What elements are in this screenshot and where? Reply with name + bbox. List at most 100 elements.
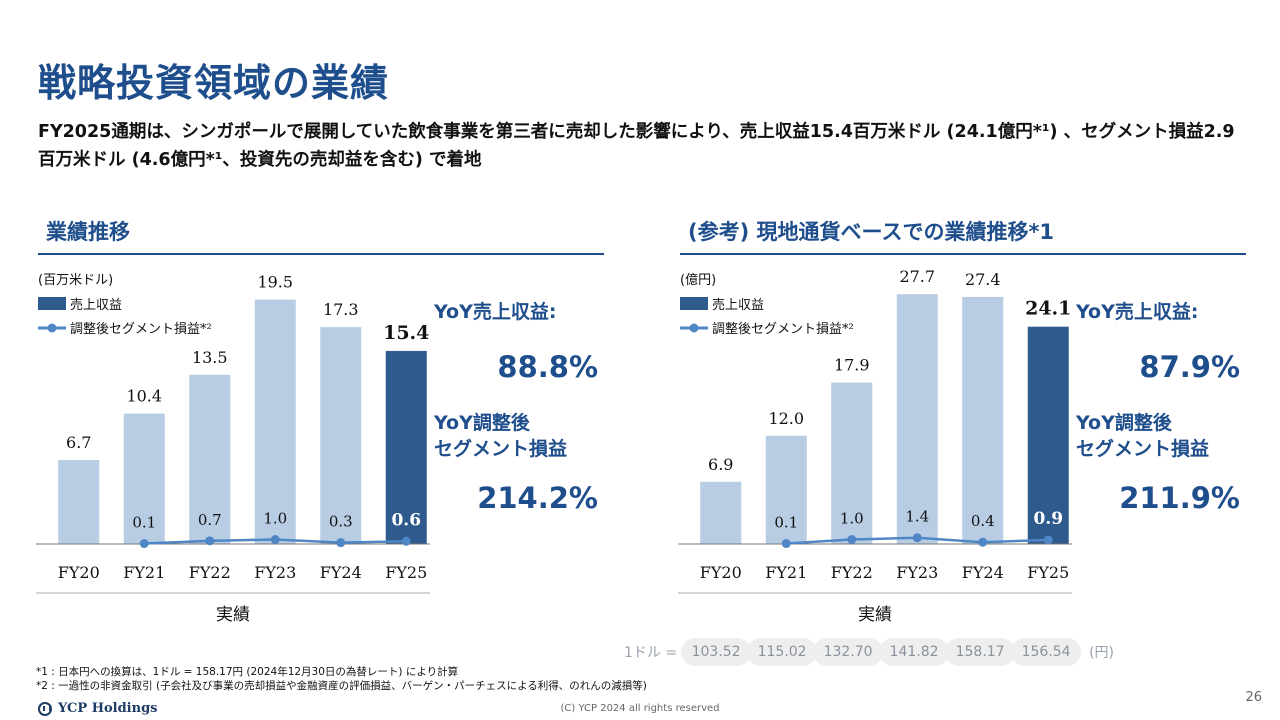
kpi-left-segment-label-line1: YoY調整後 [434, 412, 530, 434]
footnote-2: *2 : 一過性の非資金取引 (子会社及び事業の売却損益や金融資産の評価損益、バ… [36, 680, 647, 692]
jpy-legend-bar-swatch [680, 297, 708, 310]
section-title-performance: 業績推移 [46, 220, 130, 244]
page-title: 戦略投資領域の業績 [38, 61, 390, 105]
jpy-bar-label-fy22: 17.9 [834, 356, 870, 375]
kpi-right-segment-value: 211.9% [1119, 481, 1240, 515]
kpi-right-segment-label-line2: セグメント損益 [1076, 438, 1210, 460]
usd-tick-fy22: FY22 [189, 563, 231, 582]
jpy-legend-bar-label: 売上収益 [712, 297, 764, 313]
usd-bar-label-fy25: 15.4 [383, 322, 429, 344]
jpy-tick-fy23: FY23 [896, 563, 938, 582]
usd-bar-label-fy23: 19.5 [257, 273, 293, 292]
usd-bar-label-fy22: 13.5 [192, 348, 228, 367]
usd-tick-fy21: FY21 [123, 563, 165, 582]
footnote-1: *1 : 日本円への換算は、1ドル = 158.17円 (2024年12月30日… [36, 666, 459, 678]
usd-bar-fy24 [320, 327, 362, 544]
jpy-line-point-fy24 [978, 537, 988, 547]
jpy-line-label-fy25: 0.9 [1033, 509, 1063, 529]
kpi-left-segment-label: YoY調整後 セグメント損益 [434, 410, 567, 462]
fx-rate-fy21: 115.02 [747, 638, 818, 666]
kpi-left-revenue-value: 88.8% [497, 350, 598, 384]
jpy-xlabel: 実績 [858, 605, 892, 625]
section-rule-right [680, 253, 1246, 255]
jpy-line-label-fy21: 0.1 [774, 514, 798, 532]
jpy-bar-fy20 [700, 481, 742, 544]
usd-bar-label-fy21: 10.4 [126, 387, 162, 406]
jpy-bar-label-fy21: 12.0 [768, 409, 804, 428]
usd-bar-label-fy24: 17.3 [323, 300, 359, 319]
jpy-bar-label-fy23: 27.7 [899, 267, 935, 286]
usd-tick-fy25: FY25 [385, 563, 427, 582]
usd-line-point-fy21 [139, 539, 149, 549]
usd-line-label-fy25: 0.6 [391, 510, 421, 530]
jpy-unit-label: (億円) [680, 272, 716, 288]
kpi-left-revenue-label: YoY売上収益: [434, 301, 557, 323]
jpy-bar-fy21 [765, 435, 807, 544]
usd-tick-fy20: FY20 [58, 563, 100, 582]
jpy-bar-fy22 [831, 382, 873, 544]
kpi-right-segment-label: YoY調整後 セグメント損益 [1076, 410, 1209, 462]
jpy-tick-fy21: FY21 [765, 563, 807, 582]
page-number: 26 [1245, 690, 1262, 705]
logo-mark-icon [38, 701, 52, 716]
jpy-bar-label-fy25: 24.1 [1025, 298, 1071, 320]
section-title-local-currency: (参考) 現地通貨ベースでの業績推移*1 [688, 220, 1055, 244]
jpy-legend-line-label: 調整後セグメント損益*² [712, 322, 854, 337]
jpy-line-label-fy22: 1.0 [840, 510, 864, 528]
usd-tick-fy24: FY24 [320, 563, 362, 582]
jpy-line-point-fy23 [912, 533, 922, 543]
usd-bar-fy21 [123, 413, 165, 544]
usd-bar-fy25 [385, 350, 427, 544]
fx-rate-fy22: 132.70 [813, 638, 884, 666]
fx-rate-label: 1ドル = [624, 645, 678, 661]
kpi-right-revenue-label: YoY売上収益: [1076, 301, 1199, 323]
jpy-tick-fy24: FY24 [962, 563, 1004, 582]
jpy-bar-fy25 [1027, 326, 1069, 544]
usd-line-label-fy24: 0.3 [329, 513, 353, 531]
usd-line-point-fy23 [270, 535, 280, 544]
usd-line-point-fy22 [205, 536, 215, 546]
usd-tick-fy23: FY23 [254, 563, 296, 582]
kpi-right-revenue-value: 87.9% [1139, 350, 1240, 384]
jpy-line-point-fy21 [781, 539, 791, 549]
jpy-bar-fy23 [896, 294, 938, 544]
usd-legend-bar-swatch [38, 297, 66, 310]
usd-bar-fy23 [254, 299, 296, 544]
usd-bar-fy22 [189, 374, 231, 544]
jpy-tick-fy25: FY25 [1027, 563, 1069, 582]
fx-rate-fy25: 156.54 [1011, 638, 1082, 666]
summary-text: FY2025通期は、シンガポールで展開していた飲食事業を第三者に売却した影響によ… [38, 122, 1235, 170]
jpy-tick-fy22: FY22 [831, 563, 873, 582]
usd-line-label-fy23: 1.0 [263, 510, 287, 528]
usd-line-label-fy21: 0.1 [132, 514, 156, 532]
usd-line-point-fy24 [336, 538, 346, 548]
section-rule-left [38, 253, 604, 255]
jpy-bar-label-fy24: 27.4 [965, 270, 1001, 289]
usd-line-label-fy22: 0.7 [198, 511, 222, 529]
kpi-left-segment-label-line2: セグメント損益 [434, 438, 568, 460]
usd-legend-line-label: 調整後セグメント損益*² [70, 322, 212, 337]
kpi-right-segment-label-line1: YoY調整後 [1076, 412, 1172, 434]
kpi-left-segment-value: 214.2% [477, 481, 598, 515]
jpy-line-point-fy22 [847, 535, 857, 544]
jpy-tick-fy20: FY20 [700, 563, 742, 582]
usd-legend-line-dot [47, 323, 57, 333]
copyright: (C) YCP 2024 all rights reserved [560, 703, 720, 714]
fx-rate-fy24: 158.17 [945, 638, 1016, 666]
jpy-line-label-fy23: 1.4 [905, 508, 929, 526]
fx-rate-row: 1ドル = 103.52 115.02 132.70 141.82 158.17… [624, 638, 1114, 666]
jpy-bar-label-fy20: 6.9 [708, 455, 733, 474]
usd-xlabel: 実績 [216, 605, 250, 625]
fx-rate-fy23: 141.82 [879, 638, 950, 666]
usd-line-point-fy25 [401, 536, 411, 546]
fx-rate-unit: (円) [1089, 645, 1115, 661]
jpy-legend-line-dot [689, 323, 699, 333]
usd-bar-label-fy20: 6.7 [66, 433, 91, 452]
logo-text: YCP Holdings [58, 701, 158, 716]
usd-legend-bar-label: 売上収益 [70, 297, 122, 313]
jpy-bar-fy24 [962, 296, 1004, 544]
usd-bar-fy20 [58, 460, 100, 544]
jpy-line-label-fy24: 0.4 [971, 512, 995, 530]
